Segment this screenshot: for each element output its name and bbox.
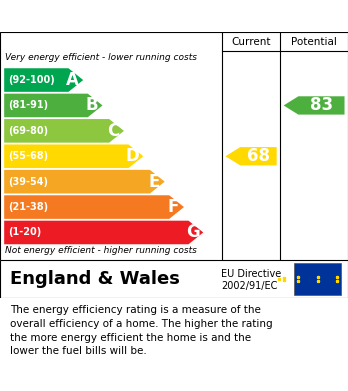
Text: G: G bbox=[186, 224, 199, 242]
Text: 83: 83 bbox=[310, 97, 333, 115]
Text: Very energy efficient - lower running costs: Very energy efficient - lower running co… bbox=[5, 53, 197, 62]
Polygon shape bbox=[4, 144, 143, 168]
Polygon shape bbox=[284, 96, 345, 115]
Text: England & Wales: England & Wales bbox=[10, 270, 180, 288]
Text: (55-68): (55-68) bbox=[8, 151, 48, 161]
Text: EU Directive: EU Directive bbox=[221, 269, 281, 280]
Text: (21-38): (21-38) bbox=[8, 202, 48, 212]
Text: 2002/91/EC: 2002/91/EC bbox=[221, 281, 277, 291]
Polygon shape bbox=[226, 147, 277, 165]
Text: (81-91): (81-91) bbox=[8, 100, 48, 110]
Polygon shape bbox=[4, 119, 124, 143]
Text: (1-20): (1-20) bbox=[8, 228, 41, 237]
Text: B: B bbox=[86, 97, 98, 115]
Text: A: A bbox=[66, 71, 79, 89]
Text: Not energy efficient - higher running costs: Not energy efficient - higher running co… bbox=[5, 246, 197, 255]
Polygon shape bbox=[4, 195, 184, 219]
Text: D: D bbox=[126, 147, 140, 165]
Text: Potential: Potential bbox=[291, 37, 337, 47]
Text: F: F bbox=[168, 198, 179, 216]
Polygon shape bbox=[4, 170, 165, 194]
Text: Energy Efficiency Rating: Energy Efficiency Rating bbox=[10, 9, 232, 23]
Text: (39-54): (39-54) bbox=[8, 177, 48, 187]
Text: Current: Current bbox=[231, 37, 271, 47]
Text: (92-100): (92-100) bbox=[8, 75, 54, 85]
Bar bbox=[294, 263, 341, 295]
Text: The energy efficiency rating is a measure of the
overall efficiency of a home. T: The energy efficiency rating is a measur… bbox=[10, 305, 273, 356]
Polygon shape bbox=[4, 94, 103, 117]
Text: C: C bbox=[107, 122, 119, 140]
Polygon shape bbox=[4, 68, 83, 92]
Polygon shape bbox=[4, 221, 203, 244]
Text: (69-80): (69-80) bbox=[8, 126, 48, 136]
Text: E: E bbox=[148, 173, 160, 191]
Text: 68: 68 bbox=[247, 147, 270, 165]
